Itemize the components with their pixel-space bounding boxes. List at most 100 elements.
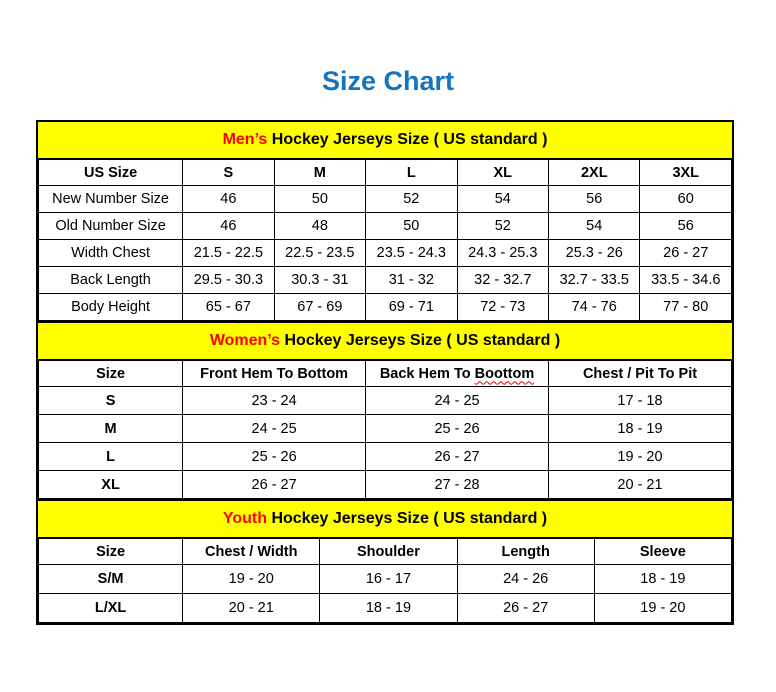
cell-value: 26 - 27	[639, 239, 732, 267]
column-header: Chest / Pit To Pit	[548, 360, 732, 387]
column-header: Size	[37, 360, 184, 387]
row-label: XL	[37, 470, 184, 499]
cell-value: 25.3 - 26	[548, 239, 641, 267]
row-label: S	[37, 386, 184, 415]
cell-value: 23 - 24	[182, 386, 367, 415]
cell-value: 65 - 67	[182, 293, 275, 321]
row-label: Back Length	[37, 266, 184, 294]
cell-value: 18 - 19	[548, 414, 732, 443]
cell-value: 46	[182, 185, 275, 213]
mens-size-table: US Size S M L XL 2XL 3XL New Number Size…	[37, 159, 732, 321]
table-row: XL 26 - 27 27 - 28 20 - 21	[37, 470, 732, 499]
cell-value: 27 - 28	[365, 470, 550, 499]
cell-value: 50	[365, 212, 458, 240]
row-label: Old Number Size	[37, 212, 184, 240]
cell-value: 23.5 - 24.3	[365, 239, 458, 267]
cell-value: 24.3 - 25.3	[456, 239, 550, 267]
section-header-mens-rest: Hockey Jerseys Size ( US standard )	[267, 131, 548, 148]
cell-value: 77 - 80	[639, 293, 732, 321]
column-header: M	[273, 159, 367, 186]
cell-value: 54	[456, 185, 550, 213]
cell-value: 26 - 27	[456, 593, 595, 623]
cell-value: 25 - 26	[365, 414, 550, 443]
womens-size-table: Size Front Hem To Bottom Back Hem To Boo…	[37, 360, 732, 499]
cell-value: 20 - 21	[182, 593, 321, 623]
size-chart-table: Men’s Hockey Jerseys Size ( US standard …	[36, 120, 734, 625]
column-header: L	[365, 159, 458, 186]
row-label: Body Height	[37, 293, 184, 321]
cell-value: 26 - 27	[365, 442, 550, 471]
cell-value: 19 - 20	[593, 593, 733, 623]
cell-value: 21.5 - 22.5	[182, 239, 275, 267]
cell-value: 50	[273, 185, 367, 213]
youth-header-row: Size Chest / Width Shoulder Length Sleev…	[37, 538, 733, 565]
cell-value: 54	[548, 212, 641, 240]
column-header: XL	[456, 159, 550, 186]
section-header-youth-rest: Hockey Jerseys Size ( US standard )	[267, 510, 548, 527]
cell-value: 18 - 19	[593, 564, 733, 594]
cell-value: 32 - 32.7	[456, 266, 550, 294]
spellcheck-squiggle-word: Boottom	[474, 365, 535, 382]
row-label: L	[37, 442, 184, 471]
section-header-womens: Women’s Hockey Jerseys Size ( US standar…	[38, 321, 732, 360]
column-header: Sleeve	[593, 538, 733, 565]
cell-value: 19 - 20	[182, 564, 321, 594]
cell-value: 33.5 - 34.6	[639, 266, 732, 294]
row-label: S/M	[37, 564, 184, 594]
cell-value: 52	[456, 212, 550, 240]
cell-value: 31 - 32	[365, 266, 458, 294]
table-row: S 23 - 24 24 - 25 17 - 18	[37, 386, 732, 415]
cell-value: 17 - 18	[548, 386, 732, 415]
table-row: New Number Size 46 50 52 54 56 60	[37, 185, 732, 213]
column-header: Shoulder	[319, 538, 458, 565]
mens-header-row: US Size S M L XL 2XL 3XL	[37, 159, 732, 186]
column-header-misspelled: Back Hem To Boottom	[365, 360, 550, 387]
cell-value: 25 - 26	[182, 442, 367, 471]
cell-value: 16 - 17	[319, 564, 458, 594]
cell-value: 72 - 73	[456, 293, 550, 321]
section-header-youth-highlight: Youth	[222, 510, 267, 527]
cell-value: 69 - 71	[365, 293, 458, 321]
page-title: Size Chart	[321, 66, 455, 96]
column-header: Size	[37, 538, 184, 565]
cell-value: 30.3 - 31	[273, 266, 367, 294]
table-row: S/M 19 - 20 16 - 17 24 - 26 18 - 19	[37, 564, 733, 594]
table-row: Width Chest 21.5 - 22.5 22.5 - 23.5 23.5…	[37, 239, 732, 267]
column-header: Chest / Width	[182, 538, 321, 565]
section-header-womens-rest: Hockey Jerseys Size ( US standard )	[280, 332, 561, 349]
cell-value: 26 - 27	[182, 470, 367, 499]
column-header: US Size	[37, 159, 184, 186]
section-header-womens-highlight: Women’s	[209, 332, 281, 349]
cell-value: 22.5 - 23.5	[273, 239, 367, 267]
table-row: L 25 - 26 26 - 27 19 - 20	[37, 442, 732, 471]
cell-value: 52	[365, 185, 458, 213]
column-header: 2XL	[548, 159, 641, 186]
youth-size-table: Size Chest / Width Shoulder Length Sleev…	[37, 538, 733, 623]
cell-value: 48	[273, 212, 367, 240]
table-row: M 24 - 25 25 - 26 18 - 19	[37, 414, 732, 443]
column-header: S	[182, 159, 275, 186]
cell-value: 67 - 69	[273, 293, 367, 321]
cell-value: 74 - 76	[548, 293, 641, 321]
column-header: 3XL	[639, 159, 732, 186]
cell-value: 46	[182, 212, 275, 240]
table-row: Old Number Size 46 48 50 52 54 56	[37, 212, 732, 240]
cell-value: 29.5 - 30.3	[182, 266, 275, 294]
cell-value: 19 - 20	[548, 442, 732, 471]
cell-value: 60	[639, 185, 732, 213]
table-row: Back Length 29.5 - 30.3 30.3 - 31 31 - 3…	[37, 266, 732, 294]
cell-value: 24 - 25	[182, 414, 367, 443]
cell-value: 18 - 19	[319, 593, 458, 623]
table-row: Body Height 65 - 67 67 - 69 69 - 71 72 -…	[37, 293, 732, 321]
table-row: L/XL 20 - 21 18 - 19 26 - 27 19 - 20	[37, 593, 733, 623]
row-label: Width Chest	[37, 239, 184, 267]
cell-value: 24 - 25	[365, 386, 550, 415]
section-header-mens-highlight: Men’s	[222, 131, 268, 148]
cell-value: 24 - 26	[456, 564, 595, 594]
column-header: Length	[456, 538, 595, 565]
column-header: Front Hem To Bottom	[182, 360, 367, 387]
cell-value: 56	[639, 212, 732, 240]
row-label: M	[37, 414, 184, 443]
section-header-youth: Youth Hockey Jerseys Size ( US standard …	[38, 499, 732, 538]
cell-value: 32.7 - 33.5	[548, 266, 641, 294]
